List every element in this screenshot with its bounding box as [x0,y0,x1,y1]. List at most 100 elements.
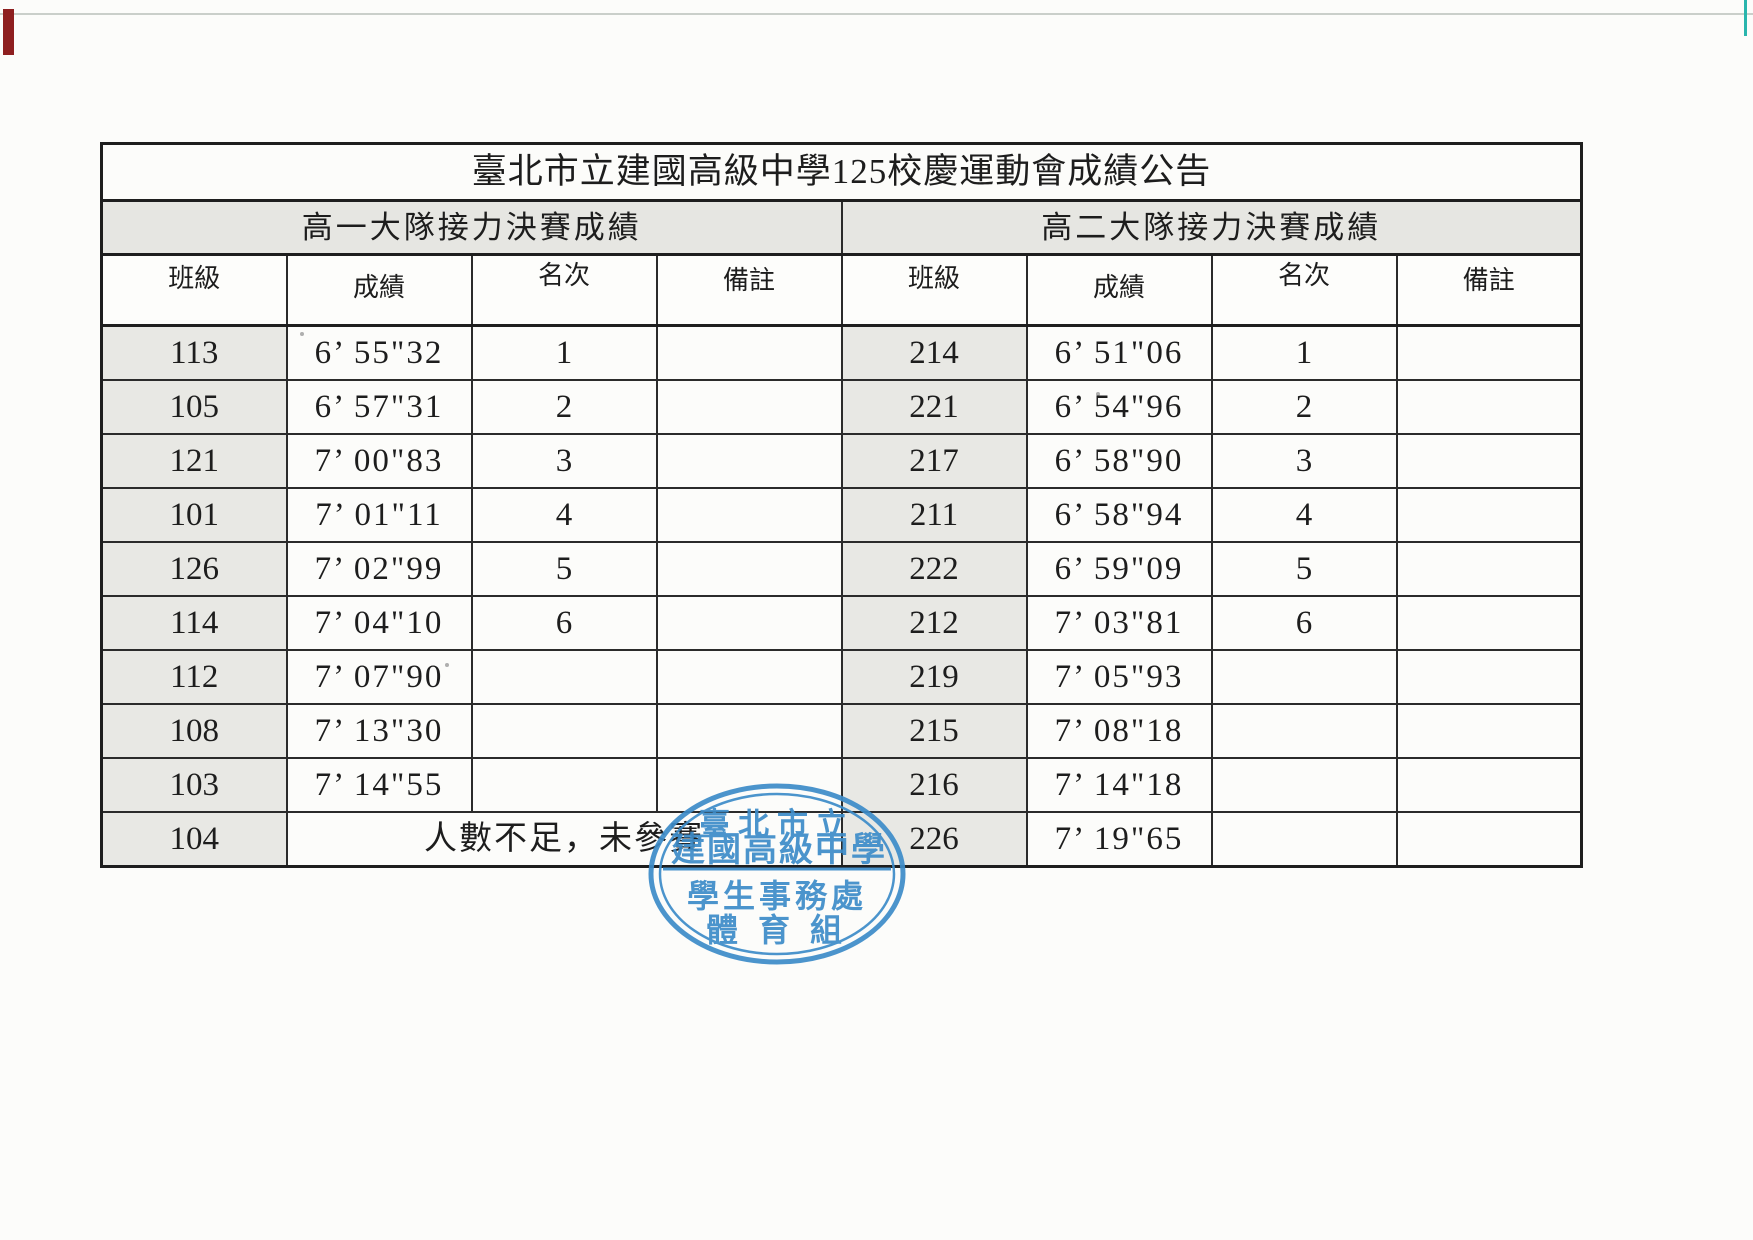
rank-cell: 2 [1210,379,1398,435]
class-cell: 121 [100,433,288,489]
rank-cell: 2 [470,379,658,435]
col-header-rank: 名次 [1210,253,1398,327]
class-cell: 211 [840,487,1028,543]
table-row: 121 7’ 00"83 3 217 6’ 58"90 3 [100,433,1583,489]
note-cell [1395,541,1583,597]
time-cell: 7’ 14"55 [285,757,473,813]
time-cell: 7’ 13"30 [285,703,473,759]
time-cell: 6’ 54"96 [1025,379,1213,435]
col-header-time: 成績 [285,253,473,327]
rank-cell: 1 [470,324,658,381]
rank-cell [470,757,658,813]
time-cell: 6’ 57"31 [285,379,473,435]
rank-cell: 6 [470,595,658,651]
note-cell [655,541,843,597]
class-cell: 215 [840,703,1028,759]
time-cell: 7’ 03"81 [1025,595,1213,651]
note-cell [655,595,843,651]
time-cell: 6’ 58"90 [1025,433,1213,489]
note-cell [1395,757,1583,813]
time-cell: 6’ 51"06 [1025,324,1213,381]
time-cell: 6’ 59"09 [1025,541,1213,597]
class-cell: 222 [840,541,1028,597]
scan-red-mark [3,9,14,55]
col-header-rank: 名次 [470,253,658,327]
class-cell: 112 [100,649,288,705]
rank-cell: 3 [1210,433,1398,489]
rank-cell: 3 [470,433,658,489]
time-cell: 7’ 01"11 [285,487,473,543]
table-row: 126 7’ 02"99 5 222 6’ 59"09 5 [100,541,1583,597]
stamp-line-3: 學生事務處 [687,878,867,914]
section-header-grade1: 高一大隊接力決賽成績 [100,199,843,256]
table-row: 113 6’ 55"32 1 214 6’ 51"06 1 [100,324,1583,381]
rank-cell [1210,703,1398,759]
class-cell: 216 [840,757,1028,813]
rank-cell [1210,811,1398,868]
class-cell: 212 [840,595,1028,651]
table-row: 104 人數不足，未參賽 226 7’ 19"65 [100,811,1583,868]
note-cell [655,433,843,489]
rank-cell: 4 [1210,487,1398,543]
note-cell [655,379,843,435]
note-cell [1395,379,1583,435]
class-cell: 217 [840,433,1028,489]
time-cell: 6’ 55"32 [285,324,473,381]
class-cell: 114 [100,595,288,651]
class-cell: 126 [100,541,288,597]
time-cell: 7’ 02"99 [285,541,473,597]
rank-cell [1210,757,1398,813]
stamp-outer-ring [648,783,906,965]
stamp-line-1: 臺北市立 [699,807,855,842]
section-header-grade2: 高二大隊接力決賽成績 [840,199,1583,256]
table-row: 103 7’ 14"55 216 7’ 14"18 [100,757,1583,813]
note-cell [655,487,843,543]
note-cell [1395,811,1583,868]
table-row: 101 7’ 01"11 4 211 6’ 58"94 4 [100,487,1583,543]
class-cell: 214 [840,324,1028,381]
note-cell [655,757,843,813]
note-cell [1395,487,1583,543]
note-cell [1395,433,1583,489]
col-header-note: 備註 [655,253,843,327]
time-cell: 7’ 04"10 [285,595,473,651]
rank-cell: 4 [470,487,658,543]
table-row: 108 7’ 13"30 215 7’ 08"18 [100,703,1583,759]
class-cell: 101 [100,487,288,543]
col-header-time: 成績 [1025,253,1213,327]
note-cell [1395,649,1583,705]
class-cell: 226 [840,811,1028,868]
class-cell: 103 [100,757,288,813]
rank-cell: 5 [470,541,658,597]
note-cell [655,649,843,705]
col-header-class: 班級 [840,253,1028,327]
rank-cell: 5 [1210,541,1398,597]
class-cell: 221 [840,379,1028,435]
time-cell: 7’ 00"83 [285,433,473,489]
table-row: 112 7’ 07"90 219 7’ 05"93 [100,649,1583,705]
scan-teal-mark [1744,0,1747,36]
office-stamp: 臺北市立 建國高級中學 學生事務處 體 育 組 [648,783,906,965]
note-cell [1395,703,1583,759]
rank-cell [1210,649,1398,705]
results-table: 臺北市立建國高級中學125校慶運動會成績公告 高一大隊接力決賽成績 高二大隊接力… [100,142,1583,868]
class-cell: 108 [100,703,288,759]
table-row: 105 6’ 57"31 2 221 6’ 54"96 2 [100,379,1583,435]
rank-cell: 6 [1210,595,1398,651]
time-cell: 7’ 19"65 [1025,811,1213,868]
note-cell [1395,324,1583,381]
class-cell: 113 [100,324,288,381]
table-row: 114 7’ 04"10 6 212 7’ 03"81 6 [100,595,1583,651]
time-cell: 7’ 08"18 [1025,703,1213,759]
class-cell: 104 [100,811,288,868]
note-cell [1395,595,1583,651]
rank-cell: 1 [1210,324,1398,381]
col-header-class: 班級 [100,253,288,327]
class-cell: 219 [840,649,1028,705]
note-cell [655,703,843,759]
stamp-line-2: 建國高級中學 [671,831,887,869]
stamp-line-4: 體 育 組 [706,912,848,948]
time-cell: 7’ 07"90 [285,649,473,705]
page-title: 臺北市立建國高級中學125校慶運動會成績公告 [100,142,1583,202]
scan-edge-line [0,13,1753,15]
